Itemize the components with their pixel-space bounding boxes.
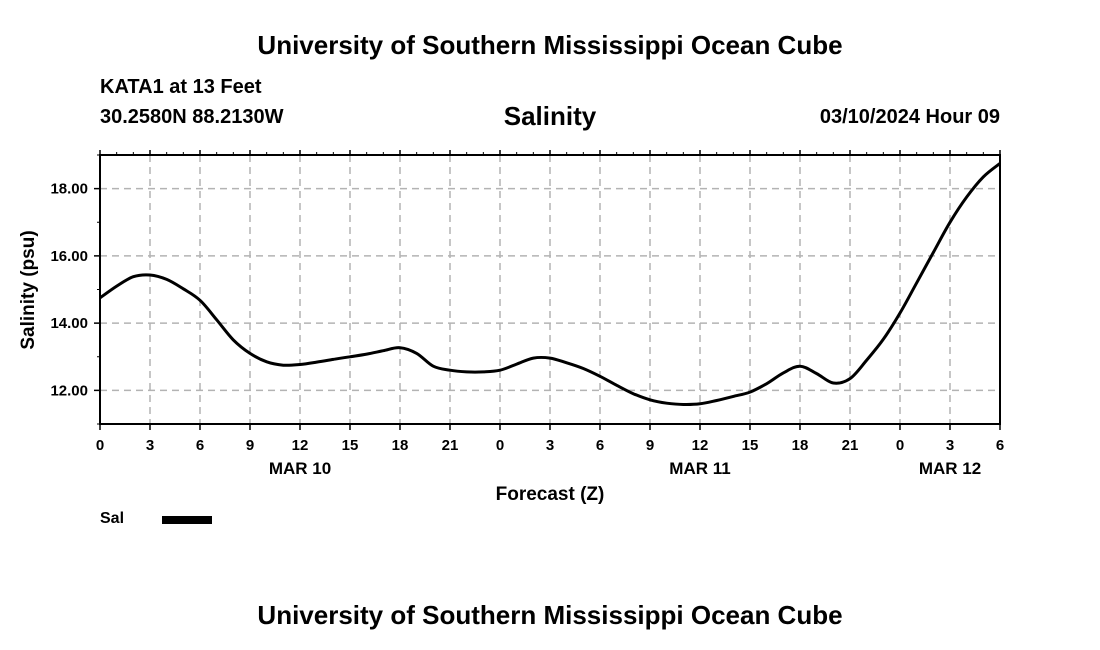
x-tick-label: 15	[342, 437, 359, 454]
x-tick-label: 3	[946, 437, 954, 454]
x-tick-label: 6	[596, 437, 604, 454]
x-tick-label: 3	[146, 437, 154, 454]
x-tick-label: 6	[996, 437, 1004, 454]
date-label: MAR 11	[669, 459, 730, 478]
plot-frame	[99, 154, 1001, 425]
x-tick-label: 6	[196, 437, 204, 454]
x-tick-label: 15	[742, 437, 759, 454]
x-tick-label: 21	[442, 437, 459, 454]
x-tick-label: 21	[842, 437, 859, 454]
x-tick-label: 0	[496, 437, 504, 454]
x-tick-label: 3	[546, 437, 554, 454]
date-label: MAR 12	[919, 459, 981, 478]
date-labels: MAR 10 MAR 11 MAR 12	[269, 459, 981, 478]
x-tick-label: 18	[792, 437, 809, 454]
x-tick-label: 12	[292, 437, 309, 454]
page-title: University of Southern Mississippi Ocean…	[257, 30, 843, 60]
forecast-datetime: 03/10/2024 Hour 09	[819, 106, 1000, 128]
chart-title: Salinity	[503, 101, 597, 131]
series-line-sal	[99, 162, 1001, 407]
y-axis-title: Salinity (psu)	[18, 230, 39, 349]
y-tick-labels: 12.00 14.00 16.00 18.00	[50, 181, 88, 400]
x-tick-labels: 0 3 6 9 12 15 18 21 0 3 6 9 12 15 18 21 0 3 6	[96, 437, 1004, 454]
grid-lines	[100, 155, 1000, 424]
footer-title: University of Southern Mississippi Ocean…	[257, 600, 843, 630]
y-tick-label: 18.00	[50, 181, 88, 198]
x-tick-label: 12	[692, 437, 709, 454]
x-tick-label: 0	[896, 437, 904, 454]
axis-ticks	[94, 150, 1001, 430]
station-coordinates: 30.2580N 88.2130W	[100, 106, 284, 128]
x-axis-title: Forecast (Z)	[496, 484, 605, 505]
station-label: KATA1 at 13 Feet	[100, 76, 262, 98]
y-tick-label: 14.00	[50, 315, 88, 332]
x-tick-label: 18	[392, 437, 409, 454]
x-tick-label: 9	[246, 437, 254, 454]
date-label: MAR 10	[269, 459, 331, 478]
x-tick-label: 9	[646, 437, 654, 454]
y-tick-label: 16.00	[50, 248, 88, 265]
y-tick-label: 12.00	[50, 382, 88, 399]
legend-label: Sal	[100, 510, 125, 527]
legend-swatch	[162, 516, 212, 524]
x-tick-label: 0	[96, 437, 104, 454]
